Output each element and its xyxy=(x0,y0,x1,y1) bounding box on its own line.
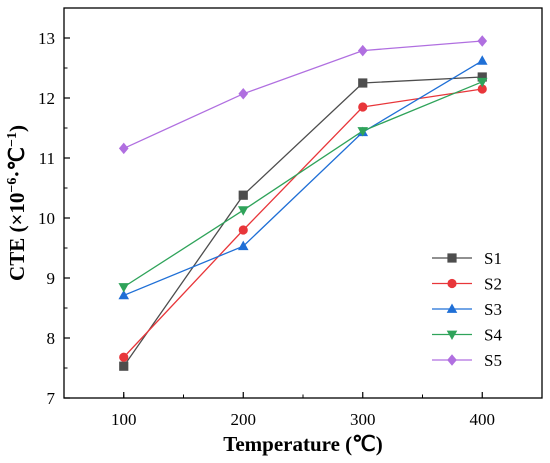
data-point-s3 xyxy=(118,289,130,300)
series-s4 xyxy=(118,77,488,293)
x-tick-label: 200 xyxy=(231,410,257,429)
series-s1 xyxy=(119,72,487,371)
data-point-s2 xyxy=(477,84,487,94)
data-point-s1 xyxy=(358,78,368,88)
data-point-s4 xyxy=(476,77,488,88)
x-tick-label: 300 xyxy=(350,410,376,429)
y-axis-title: CTE (×10−6·℃−1) xyxy=(5,125,29,281)
data-point-s5 xyxy=(238,88,249,100)
data-point-s4 xyxy=(237,206,249,216)
data-point-s4 xyxy=(357,127,369,137)
y-tick-label: 10 xyxy=(38,209,55,228)
y-axis-title-close: ) xyxy=(5,125,29,132)
y-axis-title-exponent: −6 xyxy=(5,178,20,193)
data-point-s2 xyxy=(119,352,129,362)
series-line-s1 xyxy=(123,76,483,367)
y-tick-label: 7 xyxy=(47,389,56,408)
y-tick-label: 12 xyxy=(38,89,55,108)
legend-marker xyxy=(446,303,458,313)
legend-label-s2: S2 xyxy=(484,275,502,294)
y-tick-label: 8 xyxy=(47,329,56,348)
legend-label-s5: S5 xyxy=(484,351,502,370)
data-point-s2 xyxy=(238,225,248,235)
legend-marker xyxy=(447,253,457,263)
series-line-s2 xyxy=(123,88,483,358)
legend-label-s3: S3 xyxy=(484,300,502,319)
legend-item-s4: S4 xyxy=(432,326,502,345)
y-tick-label: 13 xyxy=(38,29,55,48)
plot-frame xyxy=(63,7,543,399)
data-point-s5 xyxy=(357,44,368,57)
series-s2 xyxy=(119,84,487,362)
legend-label-s4: S4 xyxy=(484,326,502,345)
series-line-s3 xyxy=(123,60,483,297)
series-s3 xyxy=(118,55,488,300)
y-axis-title-unit: ·℃ xyxy=(5,147,29,178)
series-line-s5 xyxy=(123,40,483,149)
data-point-s1 xyxy=(477,72,487,82)
data-point-s5 xyxy=(477,35,488,47)
legend-item-s5: S5 xyxy=(432,351,502,370)
data-point-s4 xyxy=(118,283,130,293)
x-axis-title: Temperature (℃) xyxy=(223,432,382,456)
legend-item-s3: S3 xyxy=(432,300,502,319)
legend-item-s2: S2 xyxy=(432,275,502,294)
data-point-s2 xyxy=(358,102,368,112)
tick-layer: 100 200 300 400 7 8 9 10 11 12 13 xyxy=(38,7,496,429)
y-tick-label: 9 xyxy=(47,269,56,288)
legend-item-s1: S1 xyxy=(432,249,502,268)
legend-marker xyxy=(447,354,457,366)
legend: S1 S2 S3 S4 S5 xyxy=(432,249,502,370)
series-s5 xyxy=(118,35,488,155)
series-layer xyxy=(118,35,488,371)
y-tick-label: 11 xyxy=(39,149,55,168)
legend-marker xyxy=(447,278,457,289)
data-point-s3 xyxy=(237,240,249,251)
data-point-s1 xyxy=(119,361,129,371)
y-axis-title-exponent-2: −1 xyxy=(5,132,20,147)
data-point-s1 xyxy=(238,190,248,200)
x-tick-label: 400 xyxy=(470,410,496,429)
legend-label-s1: S1 xyxy=(484,249,502,268)
x-tick-label: 100 xyxy=(111,410,137,429)
data-point-s5 xyxy=(118,142,129,155)
data-point-s3 xyxy=(476,55,488,65)
y-axis-title-main: CTE (×10 xyxy=(5,193,29,281)
series-line-s4 xyxy=(123,81,483,288)
legend-marker xyxy=(446,330,458,341)
